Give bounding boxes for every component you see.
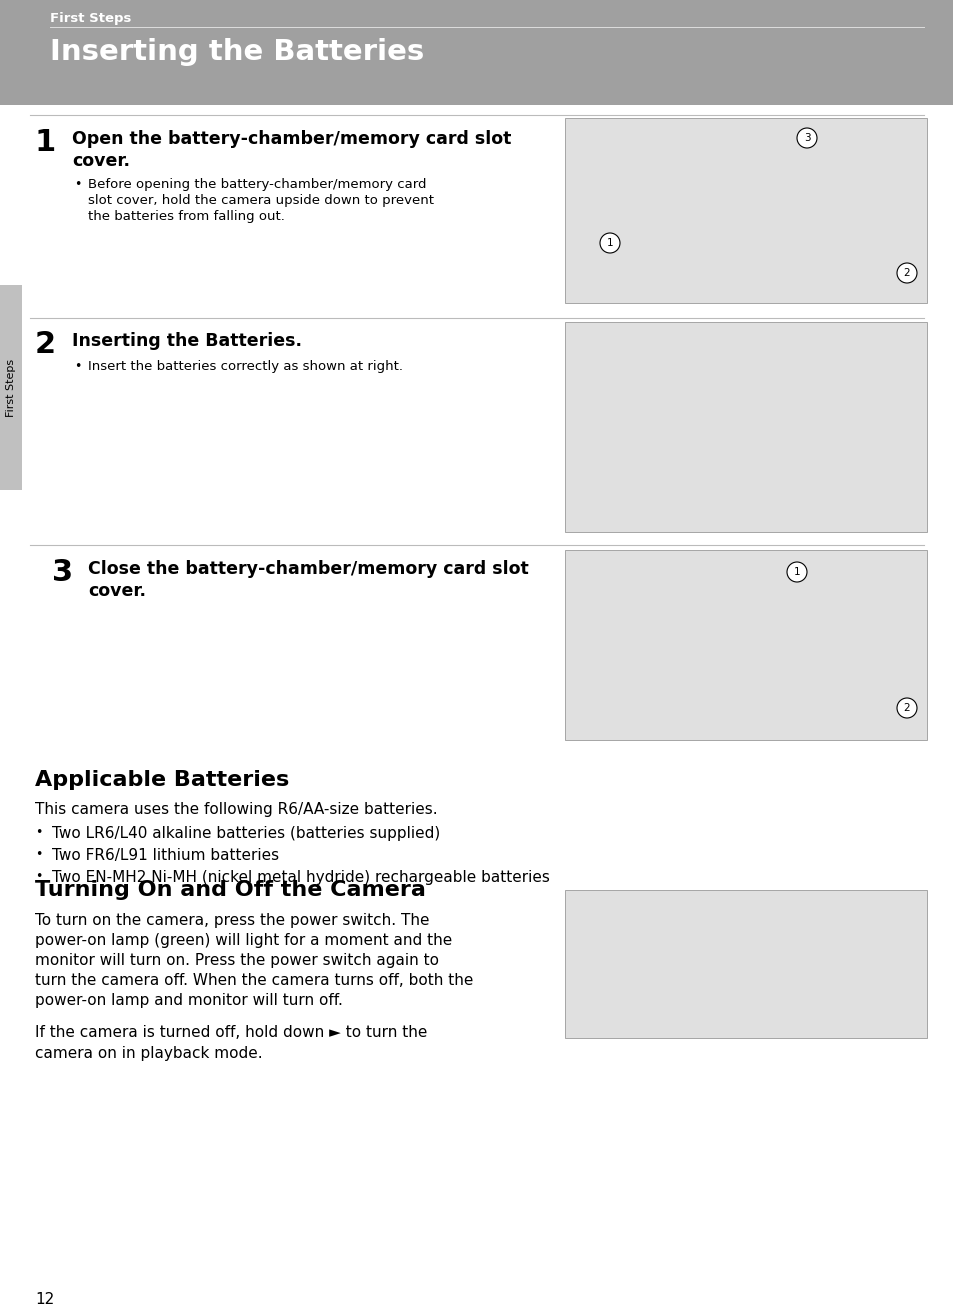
- Text: 1: 1: [793, 568, 800, 577]
- Text: First Steps: First Steps: [50, 12, 132, 25]
- Text: slot cover, hold the camera upside down to prevent: slot cover, hold the camera upside down …: [88, 194, 434, 208]
- Text: •: •: [74, 360, 81, 373]
- Text: the batteries from falling out.: the batteries from falling out.: [88, 210, 285, 223]
- Circle shape: [896, 698, 916, 717]
- Text: Before opening the battery-chamber/memory card: Before opening the battery-chamber/memor…: [88, 177, 426, 191]
- Text: Insert the batteries correctly as shown at right.: Insert the batteries correctly as shown …: [88, 360, 402, 373]
- Circle shape: [896, 263, 916, 283]
- Text: First Steps: First Steps: [6, 359, 16, 417]
- Text: •: •: [35, 870, 42, 883]
- Text: cover.: cover.: [71, 152, 130, 170]
- Text: This camera uses the following R6/AA-size batteries.: This camera uses the following R6/AA-siz…: [35, 802, 437, 817]
- Text: Inserting the Batteries.: Inserting the Batteries.: [71, 332, 302, 350]
- Text: power-on lamp and monitor will turn off.: power-on lamp and monitor will turn off.: [35, 993, 342, 1008]
- Text: 1: 1: [606, 238, 613, 248]
- Text: Close the battery-chamber/memory card slot: Close the battery-chamber/memory card sl…: [88, 560, 528, 578]
- Circle shape: [786, 562, 806, 582]
- Text: Open the battery-chamber/memory card slot: Open the battery-chamber/memory card slo…: [71, 130, 511, 148]
- Text: Two EN-MH2 Ni-MH (nickel metal hydride) rechargeable batteries: Two EN-MH2 Ni-MH (nickel metal hydride) …: [52, 870, 549, 886]
- Text: 3: 3: [802, 133, 809, 143]
- Text: •: •: [74, 177, 81, 191]
- Text: 1: 1: [35, 127, 56, 156]
- Text: 2: 2: [35, 330, 56, 359]
- Text: 12: 12: [35, 1292, 54, 1307]
- Circle shape: [599, 233, 619, 254]
- Text: 2: 2: [902, 268, 909, 279]
- Bar: [564, 322, 926, 532]
- Text: 3: 3: [52, 558, 73, 587]
- Text: camera on in playback mode.: camera on in playback mode.: [35, 1046, 262, 1060]
- Text: If the camera is turned off, hold down ► to turn the: If the camera is turned off, hold down ►…: [35, 1025, 427, 1039]
- Text: power-on lamp (green) will light for a moment and the: power-on lamp (green) will light for a m…: [35, 933, 452, 947]
- Text: •: •: [35, 848, 42, 861]
- Text: Inserting the Batteries: Inserting the Batteries: [50, 38, 424, 66]
- Circle shape: [796, 127, 816, 148]
- Text: Two LR6/L40 alkaline batteries (batteries supplied): Two LR6/L40 alkaline batteries (batterie…: [52, 827, 439, 841]
- Text: Applicable Batteries: Applicable Batteries: [35, 770, 289, 790]
- Bar: [564, 890, 926, 1038]
- Bar: [0, 285, 22, 490]
- Text: •: •: [35, 827, 42, 840]
- Text: To turn on the camera, press the power switch. The: To turn on the camera, press the power s…: [35, 913, 429, 928]
- Text: cover.: cover.: [88, 582, 146, 600]
- Text: 2: 2: [902, 703, 909, 714]
- Bar: [564, 118, 926, 304]
- Text: turn the camera off. When the camera turns off, both the: turn the camera off. When the camera tur…: [35, 972, 473, 988]
- Text: Two FR6/L91 lithium batteries: Two FR6/L91 lithium batteries: [52, 848, 279, 863]
- Bar: [564, 551, 926, 740]
- Text: monitor will turn on. Press the power switch again to: monitor will turn on. Press the power sw…: [35, 953, 438, 968]
- Text: Turning On and Off the Camera: Turning On and Off the Camera: [35, 880, 425, 900]
- Bar: [0, 0, 953, 105]
